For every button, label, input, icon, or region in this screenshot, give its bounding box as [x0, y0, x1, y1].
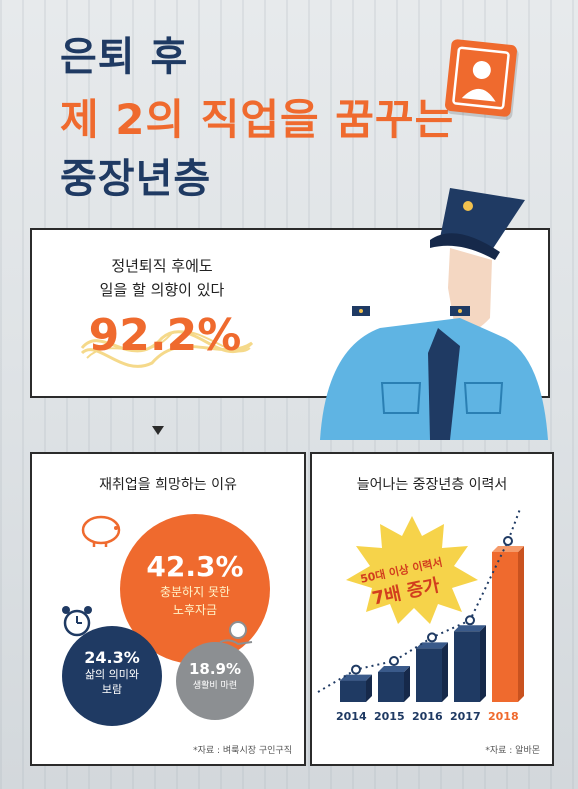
bar-2014	[340, 680, 366, 702]
bar-2017	[454, 631, 480, 702]
reason-label: 생활비 마련	[192, 681, 238, 691]
year-label-2016: 2016	[412, 710, 443, 723]
piggy-bank-icon	[81, 515, 121, 547]
bar-top-2018	[492, 546, 524, 552]
bar-top-2017	[454, 625, 486, 632]
survey-percent: 92.2%	[88, 310, 242, 361]
bar-side-2018	[518, 546, 524, 702]
reason-label: 충분하지 못한	[159, 585, 231, 599]
bar-side-2014	[366, 674, 372, 702]
coin-hand-icon	[219, 621, 253, 646]
survey-question: 정년퇴직 후에도 일을 할 의향이 있다	[99, 257, 225, 299]
reason-label: 보람	[101, 683, 123, 696]
reason-circle-living: 18.9% 생활비 마련	[176, 642, 254, 720]
bar-2015	[378, 672, 404, 702]
resume-bar-chart	[317, 508, 524, 702]
title-line-3: 중장년층	[60, 156, 212, 202]
trend-point-2015	[389, 656, 399, 666]
reasons-source: *자료 : 벼룩시장 구인구직	[193, 746, 292, 756]
alarm-clock-icon	[62, 606, 92, 637]
bar-top-2016	[416, 642, 448, 649]
bar-top-2015	[378, 666, 410, 672]
year-label-2018: 2018	[488, 710, 519, 723]
reasons-title: 재취업을 희망하는 이유	[99, 477, 237, 493]
resumes-title: 늘어나는 중장년층 이력서	[356, 477, 508, 493]
resumes-panel: 늘어나는 중장년층 이력서 50대 이상 이력서 7배 증가 2014 2015 2…	[310, 452, 554, 766]
year-label-2015: 2015	[374, 710, 405, 723]
year-label-2017: 2017	[450, 710, 481, 723]
bar-2018	[492, 552, 518, 702]
reason-label: 노후자금	[172, 603, 218, 617]
title-line-1: 은퇴 후	[60, 34, 189, 80]
reason-label: 삶의 의미와	[84, 668, 140, 681]
bar-side-2016	[442, 642, 448, 702]
down-arrow-icon	[152, 426, 164, 435]
year-label-2014: 2014	[336, 710, 367, 723]
resumes-source: *자료 : 알바몬	[485, 746, 540, 756]
trend-point-2018	[503, 536, 513, 546]
id-card-icon	[444, 38, 518, 118]
trend-point-2016	[427, 632, 437, 643]
bar-top-2014	[340, 674, 372, 681]
burst-badge-icon	[346, 516, 478, 624]
reasons-panel: 재취업을 희망하는 이유 42.3% 충분하지 못한 노후자금 24.3% 삶의…	[30, 452, 306, 766]
security-guard-illustration	[320, 188, 548, 440]
bar-2016	[416, 648, 442, 702]
reason-percent: 42.3%	[146, 550, 244, 583]
reason-percent: 18.9%	[188, 660, 242, 678]
reason-percent: 24.3%	[84, 648, 140, 667]
trend-point-2014	[351, 664, 361, 675]
bar-side-2015	[404, 666, 410, 702]
title-line-2: 제 2의 직업을 꿈꾸는	[60, 95, 455, 144]
trend-point-2017	[465, 615, 475, 626]
year-axis: 2014 2015 2016 2017 2018	[326, 710, 546, 726]
scribble-highlight-icon	[80, 330, 254, 368]
bar-side-2017	[480, 625, 486, 702]
reason-circle-meaning: 24.3% 삶의 의미와 보람	[62, 626, 162, 726]
